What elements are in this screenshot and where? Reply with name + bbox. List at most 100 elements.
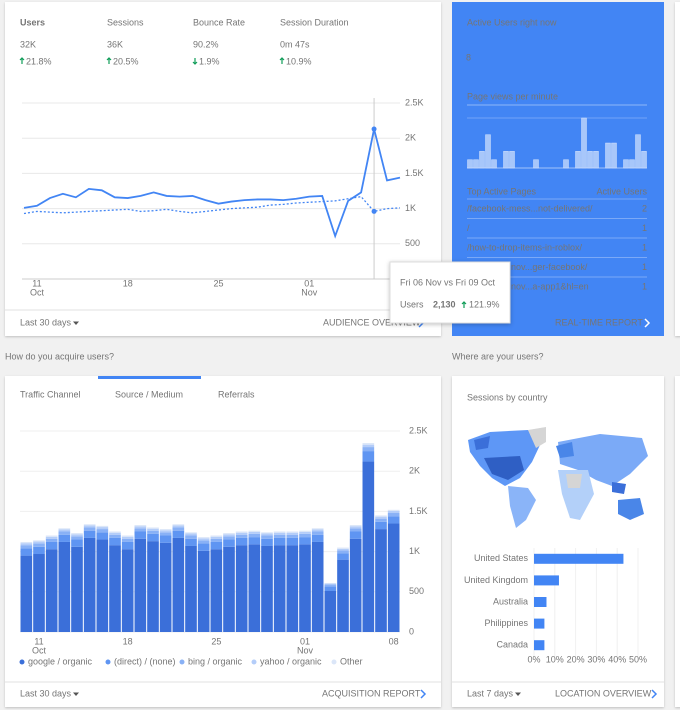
- tab[interactable]: Traffic Channel: [20, 389, 81, 399]
- bar-segment: [121, 541, 134, 550]
- x-tick-label: 50%: [629, 654, 647, 664]
- tooltip-change: 121.9%: [469, 299, 500, 309]
- bar: [575, 151, 581, 169]
- bar-segment: [185, 538, 197, 546]
- bar-segment: [387, 523, 400, 632]
- bar-segment: [299, 531, 311, 534]
- chevron-icon[interactable]: [651, 689, 658, 699]
- bar-segment: [33, 554, 45, 632]
- tooltip: [389, 261, 511, 324]
- bar-segment: [375, 516, 387, 519]
- dropdown-icon[interactable]: [73, 321, 79, 326]
- bar-segment: [20, 548, 33, 556]
- hover-point: [371, 126, 377, 132]
- bar-segment: [375, 518, 387, 522]
- x-tick-label: 18: [123, 636, 133, 646]
- bar: [587, 151, 593, 169]
- bar-segment: [159, 530, 172, 533]
- bar-segment: [83, 527, 96, 531]
- metric-label[interactable]: Sessions: [107, 17, 144, 27]
- x-tick-label: 40%: [608, 654, 626, 664]
- metric-change: 21.8%: [26, 56, 52, 66]
- bar-segment: [273, 531, 286, 533]
- page-path[interactable]: nov...ger-facebook/: [511, 262, 588, 272]
- report-link[interactable]: AUDIENCE OVERVIEW: [323, 317, 421, 327]
- tooltip-value: 2,130: [433, 299, 456, 309]
- bar-segment: [248, 537, 261, 545]
- bar-segment: [172, 527, 185, 531]
- bar-segment: [147, 528, 159, 531]
- page-path[interactable]: nov...a-app1&hl=en: [511, 281, 589, 291]
- map-region: [612, 482, 626, 494]
- metric-label[interactable]: Users: [20, 17, 45, 27]
- map-region: [618, 498, 644, 520]
- bar-segment: [362, 447, 375, 452]
- legend-label[interactable]: Other: [340, 656, 363, 666]
- map-region: [474, 436, 490, 450]
- bar-segment: [387, 509, 400, 511]
- bar: [629, 159, 635, 169]
- dropdown-icon[interactable]: [515, 692, 521, 697]
- category-label: United Kingdom: [464, 575, 528, 585]
- bar-segment: [20, 543, 33, 546]
- bar-segment: [324, 590, 337, 632]
- bar: [611, 142, 617, 169]
- bar-segment: [45, 541, 58, 550]
- tab[interactable]: Source / Medium: [115, 389, 183, 399]
- next-card: [675, 2, 680, 336]
- tab-indicator: [98, 376, 201, 379]
- bar-segment: [223, 536, 235, 540]
- bar-segment: [33, 543, 45, 547]
- bar-segment: [121, 538, 134, 542]
- bar-segment: [235, 537, 248, 546]
- bar-segment: [109, 537, 121, 546]
- date-range[interactable]: Last 30 days: [20, 317, 72, 327]
- section-heading: Where are your users?: [452, 351, 544, 361]
- bar-segment: [83, 524, 96, 526]
- chevron-icon[interactable]: [420, 689, 427, 699]
- legend-label[interactable]: yahoo / organic: [260, 656, 322, 666]
- card-title: Sessions by country: [467, 392, 548, 402]
- map-region: [558, 470, 594, 520]
- page-path[interactable]: /how-to-drop-items-in-roblox/: [467, 242, 583, 252]
- x-tick-label: 20%: [567, 654, 585, 664]
- bar-segment: [235, 531, 248, 533]
- legend-label[interactable]: (direct) / (none): [114, 656, 176, 666]
- dropdown-icon[interactable]: [73, 692, 79, 697]
- legend-label[interactable]: google / organic: [28, 656, 93, 666]
- metric-change: 20.5%: [113, 56, 139, 66]
- page-users: 1: [642, 262, 647, 272]
- bar-segment: [286, 545, 299, 632]
- bar-segment: [33, 546, 45, 555]
- date-range[interactable]: Last 30 days: [20, 688, 72, 698]
- page-path[interactable]: /facebook-mess...not-delivered/: [467, 203, 593, 213]
- bar: [635, 134, 641, 169]
- bar-segment: [261, 533, 273, 536]
- legend-label[interactable]: bing / organic: [188, 656, 243, 666]
- bar-segment: [134, 528, 147, 532]
- date-range[interactable]: Last 7 days: [467, 688, 514, 698]
- bar-segment: [96, 529, 109, 533]
- bar-segment: [375, 521, 387, 530]
- report-link[interactable]: ACQUISITION REPORT: [322, 688, 421, 698]
- arrow-icon: [192, 58, 198, 65]
- tab[interactable]: Referrals: [218, 389, 255, 399]
- page-path[interactable]: /: [467, 223, 470, 233]
- pages-header: Top Active Pages: [467, 186, 537, 196]
- report-link[interactable]: LOCATION OVERVIEW: [555, 688, 652, 698]
- chevron-icon[interactable]: [644, 318, 651, 328]
- y-tick-label: 1.5K: [409, 506, 428, 516]
- bar-segment: [210, 538, 223, 542]
- map-region: [558, 434, 648, 486]
- arrow-icon: [19, 57, 25, 64]
- legend-swatch: [251, 659, 257, 665]
- report-link[interactable]: REAL-TIME REPORT: [555, 317, 643, 327]
- legend-swatch: [105, 659, 111, 665]
- bar: [534, 553, 624, 564]
- bar-segment: [185, 533, 197, 536]
- metric-label[interactable]: Session Duration: [280, 17, 349, 27]
- bar-segment: [349, 528, 362, 532]
- bar-segment: [96, 539, 109, 632]
- bar-segment: [185, 535, 197, 539]
- metric-label[interactable]: Bounce Rate: [193, 17, 245, 27]
